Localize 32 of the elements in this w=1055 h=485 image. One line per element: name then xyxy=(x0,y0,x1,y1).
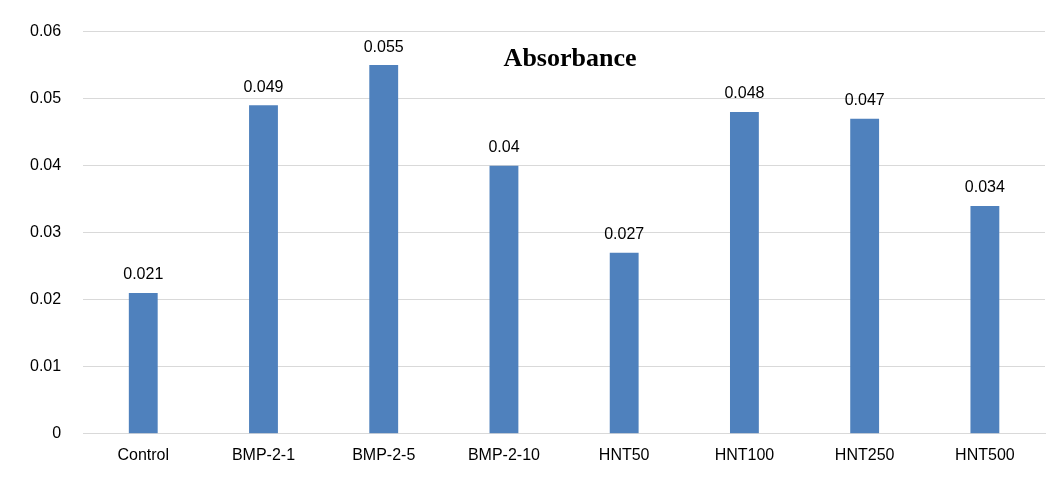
data-label: 0.027 xyxy=(604,225,645,243)
x-tick-label: BMP-2-5 xyxy=(352,445,416,463)
y-tick-label: 0.03 xyxy=(30,223,62,241)
data-label: 0.055 xyxy=(363,37,404,55)
bar xyxy=(489,165,519,434)
data-label: 0.047 xyxy=(844,91,885,109)
data-label: 0.04 xyxy=(488,138,520,156)
x-tick-label: BMP-2-1 xyxy=(231,445,296,463)
data-label: 0.034 xyxy=(964,178,1005,196)
text: Absorbance xyxy=(503,43,637,73)
bar xyxy=(249,105,278,434)
y-tick-label: 0.02 xyxy=(30,290,62,308)
x-tick-label: HNT100 xyxy=(714,445,775,463)
y-tick-label: 0.04 xyxy=(30,156,62,174)
data-label: 0.048 xyxy=(724,84,765,102)
y-tick-label: 0.06 xyxy=(30,22,62,40)
bar xyxy=(609,252,639,434)
x-tick-label: HNT50 xyxy=(598,445,650,463)
bar xyxy=(128,293,158,434)
y-tick-label: 0 xyxy=(52,424,62,442)
y-tick-label: 0.05 xyxy=(30,89,62,107)
data-label: 0.021 xyxy=(123,265,164,283)
x-tick-label: HNT500 xyxy=(955,445,1015,463)
x-tick-label: BMP-2-10 xyxy=(467,445,541,463)
bar xyxy=(369,65,399,434)
x-tick-label: HNT250 xyxy=(834,445,895,463)
x-tick-label: Control xyxy=(117,445,170,463)
y-tick-label: 0.01 xyxy=(30,357,62,375)
bar xyxy=(729,112,759,434)
bar xyxy=(850,118,880,434)
bar xyxy=(970,205,1000,434)
data-label: 0.049 xyxy=(243,77,284,95)
